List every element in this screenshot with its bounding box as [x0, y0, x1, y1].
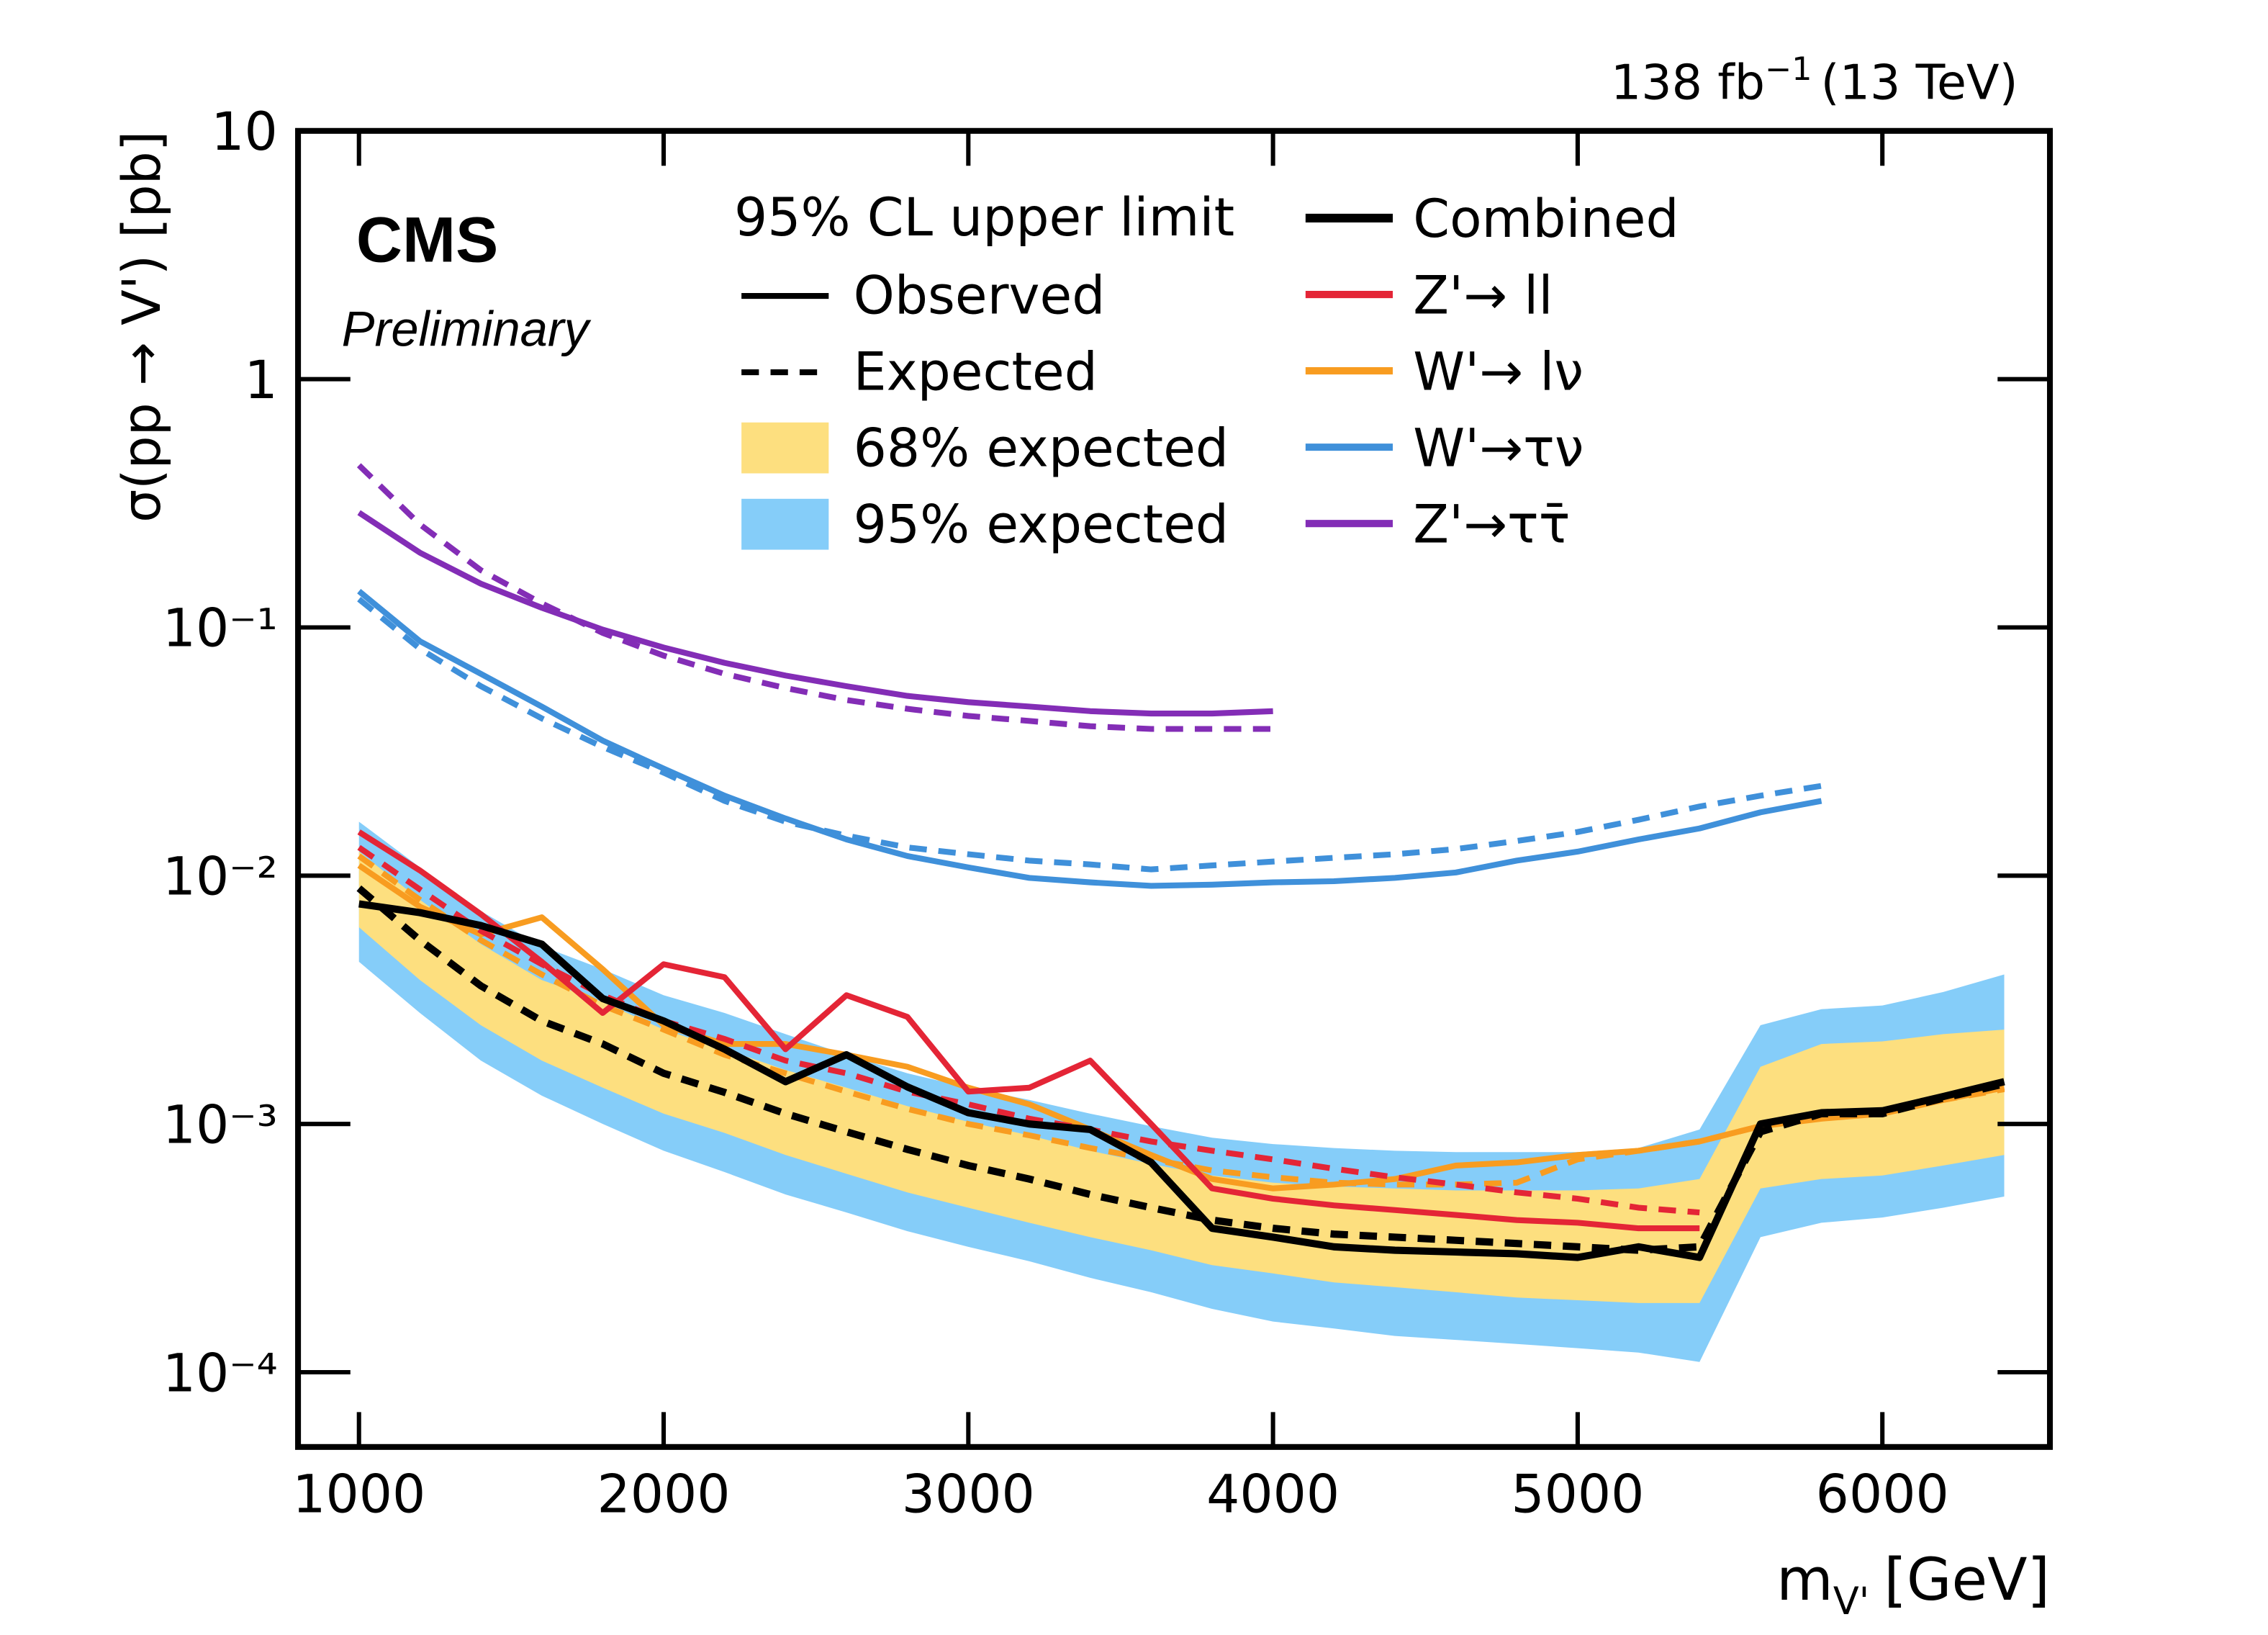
legend-label: W'→τν — [1413, 418, 1583, 479]
expected-line — [356, 463, 1273, 732]
legend-band-swatch — [741, 498, 829, 550]
x-label-unit: [GeV] — [1884, 1546, 2050, 1614]
y-tick-label: 1 — [245, 351, 278, 411]
legend-label: Z'→ ll — [1413, 266, 1553, 326]
y-tick-label: 10 — [211, 102, 278, 163]
observed-line — [357, 588, 1822, 889]
x-label-main: m — [1776, 1546, 1833, 1614]
lumi-sup: −1 — [1765, 51, 1812, 88]
y-tick-label: 10⁻¹ — [163, 599, 278, 659]
legend-label: Expected — [854, 342, 1098, 402]
frame — [295, 127, 2054, 1450]
observed-line — [357, 510, 1273, 717]
x-label-sub: V' — [1833, 1580, 1869, 1623]
x-tick-label: 2000 — [597, 1465, 731, 1526]
observed-line — [358, 900, 2005, 1261]
x-tick-label: 5000 — [1511, 1465, 1644, 1526]
x-tick-label: 3000 — [902, 1465, 1035, 1526]
legend-label: Z'→ττ̄ — [1413, 495, 1570, 555]
observed-line — [357, 862, 2005, 1192]
lumi-label: 138 fb−1 (13 TeV) — [1611, 51, 2018, 110]
observed-line — [357, 829, 1700, 1232]
legend-band-swatch — [741, 422, 829, 474]
legend-title: 95% CL upper limit — [734, 188, 1234, 248]
legend-label: Observed — [854, 266, 1106, 326]
y-tick-label: 10⁻⁴ — [163, 1343, 278, 1404]
expected-line — [356, 885, 2005, 1254]
y-tick-label: 10⁻² — [163, 847, 278, 908]
x-tick-label: 4000 — [1206, 1465, 1339, 1526]
y-tick-label: 10⁻³ — [163, 1095, 278, 1156]
plot-area — [356, 463, 2005, 1362]
x-tick-label: 6000 — [1816, 1465, 1949, 1526]
legend-label: Combined — [1413, 189, 1679, 250]
y-axis-label: σ(pp → V') [pb] — [112, 131, 173, 523]
legend: Observed Expected 68% expected 95% expected… — [741, 189, 1679, 555]
status-label: Preliminary — [342, 302, 592, 357]
legend-label: 68% expected — [854, 418, 1229, 479]
experiment-label: CMS — [356, 204, 498, 276]
expected-line — [357, 597, 1822, 873]
lumi-energy: (13 TeV) — [1821, 54, 2018, 110]
x-axis-label: mV' [GeV] — [1776, 1546, 2050, 1623]
expected-band — [358, 851, 2005, 1303]
lumi-text: 138 fb — [1611, 54, 1765, 110]
x-tick-label: 1000 — [292, 1465, 425, 1526]
legend-label: 95% expected — [854, 495, 1229, 555]
legend-label: W'→ lν — [1413, 342, 1583, 402]
